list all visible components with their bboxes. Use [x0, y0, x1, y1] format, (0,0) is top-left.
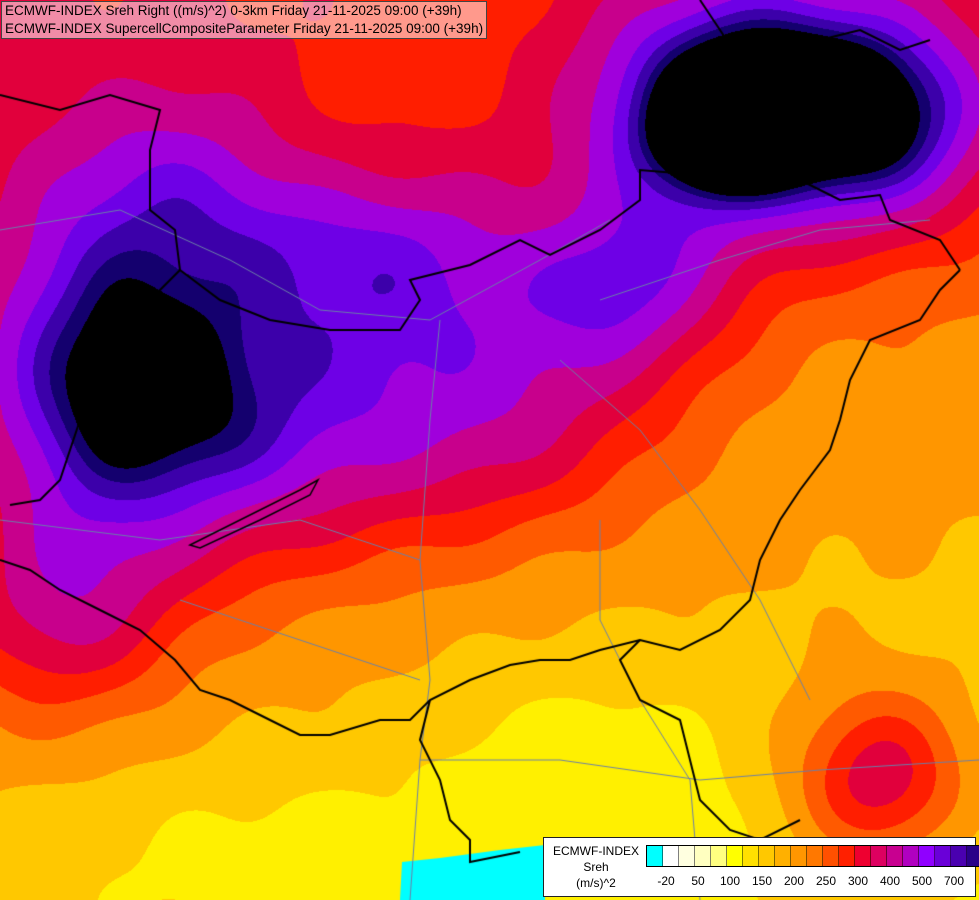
- legend-swatch: [951, 846, 967, 866]
- header-line-sreh: ECMWF-INDEX Sreh Right ((m/s)^2) 0-3km F…: [5, 3, 462, 18]
- legend-swatch: [775, 846, 791, 866]
- legend-tick: 150: [751, 874, 773, 888]
- legend-tick: 500: [911, 874, 933, 888]
- legend-swatch: [647, 846, 663, 866]
- legend-swatch: [967, 846, 979, 866]
- legend-swatch: [727, 846, 743, 866]
- legend-tick: 200: [783, 874, 805, 888]
- legend-color-bar: [646, 845, 979, 867]
- legend-title-unit: (m/s)^2: [576, 876, 616, 890]
- header-line-scp: ECMWF-INDEX SupercellCompositeParameter …: [5, 21, 484, 36]
- legend-tick: 700: [943, 874, 965, 888]
- legend-swatch: [871, 846, 887, 866]
- legend-title-model: ECMWF-INDEX: [553, 844, 639, 858]
- legend-swatch: [823, 846, 839, 866]
- legend-swatch: [695, 846, 711, 866]
- legend-tick: 50: [691, 874, 705, 888]
- legend-swatch: [855, 846, 871, 866]
- legend-tick: 400: [879, 874, 901, 888]
- legend-title: ECMWF-INDEX Sreh (m/s)^2: [546, 843, 646, 891]
- legend-tick: 300: [847, 874, 869, 888]
- map-header: ECMWF-INDEX Sreh Right ((m/s)^2) 0-3km F…: [1, 1, 488, 39]
- legend-swatch: [663, 846, 679, 866]
- legend-tick-labels: -20 50 100 150 200 250 300 400 500 700: [646, 874, 966, 890]
- legend-swatch: [679, 846, 695, 866]
- legend-swatch: [839, 846, 855, 866]
- legend-tick: -20: [657, 874, 675, 888]
- legend-swatch: [919, 846, 935, 866]
- legend-title-param: Sreh: [583, 860, 609, 874]
- legend-swatch: [887, 846, 903, 866]
- legend-tick: 100: [719, 874, 741, 888]
- legend-swatch: [711, 846, 727, 866]
- color-legend: ECMWF-INDEX Sreh (m/s)^2 -20 50 100 150 200 2…: [543, 837, 979, 897]
- legend-swatch: [743, 846, 759, 866]
- legend-swatch: [807, 846, 823, 866]
- legend-swatch: [935, 846, 951, 866]
- legend-tick: 250: [815, 874, 837, 888]
- legend-swatch: [791, 846, 807, 866]
- legend-swatch: [759, 846, 775, 866]
- legend-swatch: [903, 846, 919, 866]
